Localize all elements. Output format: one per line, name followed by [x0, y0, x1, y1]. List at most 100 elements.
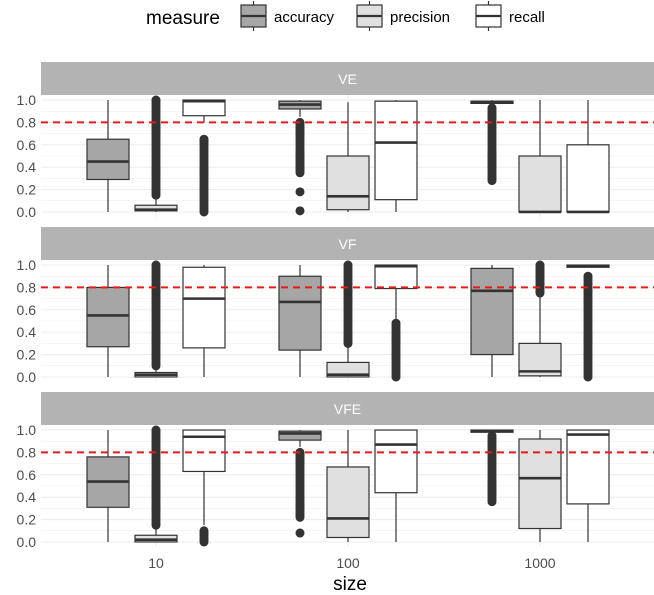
outlier-point: [295, 187, 305, 197]
y-tick-label: 0.2: [17, 182, 37, 198]
x-axis: 10 100 1000: [148, 555, 556, 571]
box-body: [326, 361, 370, 378]
box-body: [470, 267, 514, 356]
box-10-recall: [182, 265, 226, 377]
y-tick-label: 0.6: [17, 302, 37, 318]
outlier-point: [583, 273, 593, 283]
y-tick-label: 0.6: [17, 467, 37, 483]
y-tick-label: 0.2: [17, 512, 37, 528]
facet-strip-label: VE: [338, 71, 357, 87]
outlier-point: [487, 105, 497, 115]
y-tick-label: 0.2: [17, 347, 37, 363]
panel-VF: VF 0.0 0.2 0.4 0.6 0.8 1.0: [17, 227, 654, 385]
box-10-recall: [182, 429, 226, 547]
box-1000-accuracy: [470, 100, 514, 186]
panel-VE: VE 0.0 0.2 0.4 0.6 0.8 1.0: [17, 62, 654, 220]
x-tick-label: 10: [148, 555, 164, 571]
box-10-accuracy: [86, 100, 130, 212]
outlier-point: [295, 119, 305, 129]
x-axis-title: size: [333, 574, 367, 595]
box-body: [182, 266, 226, 349]
box-body: [566, 144, 610, 213]
box-body: [518, 155, 562, 213]
facet-panels: VE 0.0 0.2 0.4 0.6 0.8 1.0 VF 0.0 0.2 0.4 0.6 0.8 1.0…: [17, 62, 654, 550]
box-100-precision: [326, 102, 370, 212]
box-100-accuracy: [278, 265, 322, 377]
box-100-recall: [374, 264, 418, 382]
legend-item-accuracy: accuracy: [240, 1, 335, 31]
box-body: [86, 286, 130, 348]
x-tick-label: 1000: [524, 555, 555, 571]
box-100-recall: [374, 429, 418, 542]
box-body: [278, 275, 322, 351]
legend-label-recall: recall: [509, 9, 545, 26]
box-1000-recall: [566, 264, 610, 382]
y-tick-label: 0.4: [17, 324, 37, 340]
legend-item-recall: recall: [475, 1, 545, 31]
box-1000-precision: [518, 430, 562, 542]
y-tick-label: 0.6: [17, 137, 37, 153]
y-tick-label: 0.4: [17, 489, 37, 505]
y-tick-label: 0.8: [17, 279, 37, 295]
box-10-precision: [134, 95, 178, 212]
box-10-accuracy: [86, 430, 130, 542]
box-body: [374, 100, 418, 201]
outlier-point: [295, 449, 305, 459]
outlier-point: [391, 320, 401, 330]
outlier-point: [295, 206, 305, 216]
box-1000-recall: [566, 100, 610, 214]
y-tick-label: 0.0: [17, 369, 37, 385]
x-tick-label: 100: [336, 555, 360, 571]
box-body: [518, 438, 562, 530]
box-body: [326, 155, 370, 211]
box-1000-precision: [518, 100, 562, 214]
box-body: [374, 264, 418, 290]
box-10-precision: [134, 260, 178, 378]
box-10-recall: [182, 99, 226, 217]
facet-strip-label: VFE: [334, 401, 361, 417]
legend-item-precision: precision: [356, 1, 450, 31]
y-tick-label: 1.0: [17, 257, 37, 273]
outlier-point: [199, 136, 209, 146]
box-1000-accuracy: [470, 429, 514, 507]
facet-strip: [41, 392, 654, 425]
y-tick-label: 0.8: [17, 114, 37, 130]
outlier-point: [151, 97, 161, 107]
y-tick-label: 0.0: [17, 534, 37, 550]
outlier-point: [151, 427, 161, 437]
box-body: [566, 429, 610, 505]
box-body: [86, 138, 130, 181]
y-tick-label: 0.4: [17, 159, 37, 175]
box-1000-precision: [518, 260, 562, 377]
facet-strip: [41, 227, 654, 260]
legend-title: measure: [146, 8, 220, 29]
legend-label-precision: precision: [390, 9, 450, 26]
box-body: [278, 430, 322, 441]
outlier-point: [151, 262, 161, 272]
box-100-recall: [374, 100, 418, 212]
box-10-accuracy: [86, 265, 130, 377]
outlier-point: [295, 528, 305, 538]
box-10-precision: [134, 425, 178, 543]
box-body: [326, 466, 370, 539]
outlier-point: [535, 262, 545, 272]
y-tick-label: 1.0: [17, 92, 37, 108]
outlier-point: [343, 262, 353, 272]
legend-label-accuracy: accuracy: [274, 9, 335, 26]
y-tick-label: 0.0: [17, 204, 37, 220]
facet-strip: [41, 62, 654, 95]
facet-strip-label: VF: [339, 236, 357, 252]
box-1000-accuracy: [470, 265, 514, 377]
box-100-precision: [326, 430, 370, 542]
box-100-accuracy: [278, 430, 322, 538]
box-100-precision: [326, 260, 370, 378]
panel-VFE: VFE 0.0 0.2 0.4 0.6 0.8 1.0: [17, 392, 654, 550]
y-tick-label: 0.8: [17, 444, 37, 460]
outlier-point: [487, 433, 497, 443]
box-body: [374, 429, 418, 494]
legend: measure accuracy precision recall: [146, 1, 545, 31]
y-tick-label: 1.0: [17, 422, 37, 438]
outlier-point: [199, 527, 209, 537]
box-1000-recall: [566, 429, 610, 542]
